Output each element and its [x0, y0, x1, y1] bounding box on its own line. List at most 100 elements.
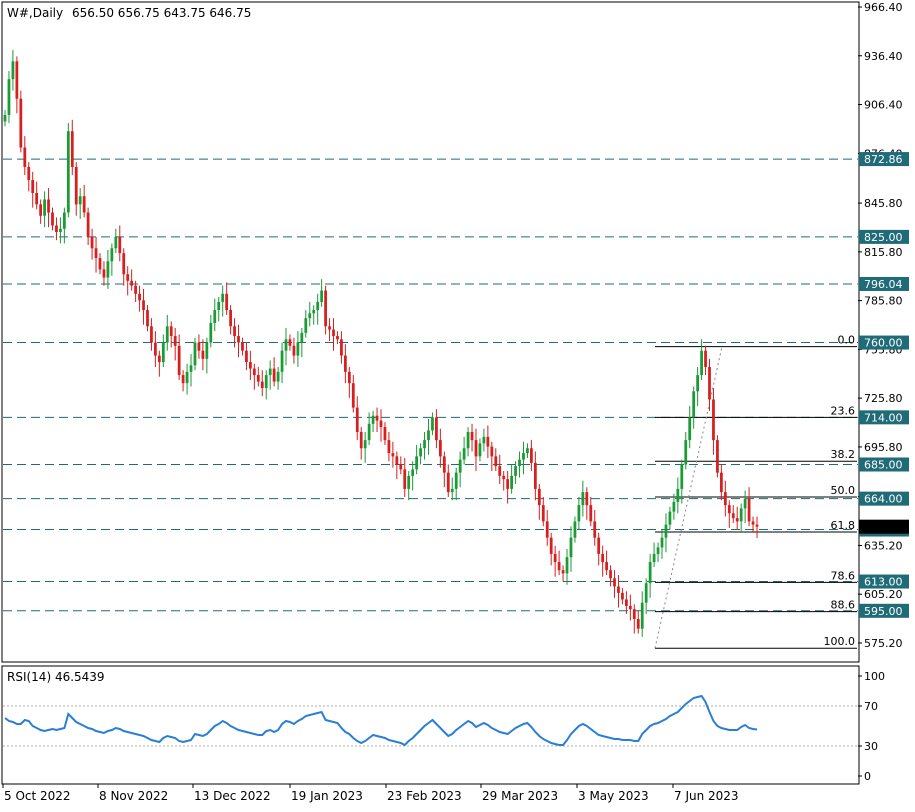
- candle-body: [19, 98, 23, 148]
- candle-body: [751, 521, 755, 525]
- candle-body: [351, 383, 355, 408]
- level-tag-label: 613.00: [864, 576, 903, 589]
- candle-body: [189, 365, 193, 372]
- candle-body: [652, 553, 656, 563]
- candle-body: [324, 290, 327, 327]
- candle-body: [355, 407, 359, 432]
- candle-body: [435, 417, 438, 441]
- candle-body: [545, 521, 549, 538]
- candle-body: [363, 440, 367, 449]
- candle-body: [312, 310, 316, 314]
- rsi-tick-label: 0: [864, 770, 871, 783]
- candle-body: [320, 290, 324, 302]
- fib-ratio-label: 38.2: [831, 448, 856, 461]
- candle-body: [625, 599, 628, 606]
- candle-body: [237, 336, 240, 343]
- candle-body: [229, 310, 232, 327]
- candle-body: [150, 326, 153, 343]
- candle-body: [245, 350, 248, 363]
- price-level-tags: 872.86 825.00 796.04 760.00 714.00 685.00 664.…: [859, 152, 909, 618]
- candle-body: [308, 313, 312, 319]
- candle-body: [70, 131, 74, 167]
- candle-body: [660, 537, 664, 548]
- candle-body: [78, 196, 82, 205]
- candle-body: [628, 605, 632, 610]
- candle-body: [340, 339, 343, 356]
- candle-body: [165, 326, 169, 343]
- candle-body: [632, 609, 636, 619]
- candle-body: [668, 511, 672, 525]
- candle-body: [177, 345, 181, 376]
- candle-body: [541, 505, 545, 522]
- candle-body: [86, 212, 90, 237]
- candle-body: [482, 436, 486, 444]
- candle-body: [676, 488, 680, 502]
- chart-symbol: W#,Daily: [7, 6, 63, 20]
- rsi-panel-frame: [1, 665, 860, 785]
- candle-body: [11, 61, 15, 80]
- candle-body: [98, 258, 102, 270]
- candle-body: [593, 521, 597, 538]
- fib-ratio-label: 0.0: [838, 334, 856, 347]
- candle-body: [692, 391, 696, 418]
- candle-body: [581, 492, 585, 506]
- candle-body: [506, 479, 510, 489]
- candle-body: [316, 301, 320, 311]
- candle-body: [375, 415, 379, 421]
- candle-body: [367, 423, 371, 441]
- candle-body: [458, 459, 462, 473]
- candle-body: [336, 336, 339, 340]
- candle-body: [264, 375, 268, 389]
- rsi-axis: 100 70 30 0: [858, 670, 885, 783]
- candle-body: [399, 464, 403, 470]
- candle-body: [157, 355, 161, 363]
- level-tag-label: 796.04: [864, 278, 903, 291]
- candle-body: [708, 366, 711, 400]
- candle-body: [739, 508, 743, 522]
- price-tick-label: 815.80: [864, 246, 903, 259]
- candle-body: [213, 310, 217, 324]
- candle-body: [59, 228, 62, 233]
- candlestick-series: [3, 49, 759, 637]
- candle-body: [518, 459, 521, 467]
- candle-body: [142, 300, 145, 311]
- candle-body: [474, 440, 478, 457]
- date-tick-label: 8 Nov 2022: [99, 789, 168, 803]
- candle-body: [427, 430, 430, 441]
- fibonacci-retracement[interactable]: 0.0 23.6 38.2 50.0 61.8 78.6 88.6 100.0: [654, 334, 857, 649]
- candle-body: [672, 501, 676, 512]
- candle-body: [102, 269, 106, 278]
- candle-body: [209, 323, 213, 343]
- candle-body: [537, 488, 541, 506]
- candle-body: [411, 469, 415, 476]
- candle-body: [134, 285, 137, 294]
- level-tag-label: 664.00: [864, 493, 903, 506]
- candle-body: [640, 602, 644, 629]
- candle-body: [82, 196, 86, 213]
- candle-body: [66, 131, 70, 213]
- candle-body: [161, 342, 165, 363]
- level-tag-label: 872.86: [864, 153, 903, 166]
- candle-body: [589, 505, 593, 522]
- candle-body: [522, 453, 525, 460]
- candle-body: [185, 371, 189, 384]
- level-tag: [859, 335, 909, 350]
- candle-body: [7, 79, 11, 115]
- candle-body: [39, 204, 43, 216]
- date-axis: 5 Oct 2022 8 Nov 2022 13 Dec 2022 19 Jan 20…: [2, 784, 739, 803]
- candle-body: [371, 415, 375, 424]
- price-tick-label: 966.40: [864, 1, 903, 14]
- candle-body: [51, 212, 54, 226]
- fib-ratio-label: 23.6: [831, 404, 856, 417]
- level-tag-label: 760.00: [864, 337, 903, 350]
- fib-ratio-label: 88.6: [831, 599, 856, 612]
- level-tag: [859, 457, 909, 472]
- date-tick-label: 13 Dec 2022: [194, 789, 271, 803]
- candle-body: [557, 562, 561, 571]
- candle-body: [719, 472, 723, 493]
- candle-body: [130, 280, 134, 286]
- candle-body: [391, 453, 395, 457]
- price-tick-label: 695.80: [864, 441, 903, 454]
